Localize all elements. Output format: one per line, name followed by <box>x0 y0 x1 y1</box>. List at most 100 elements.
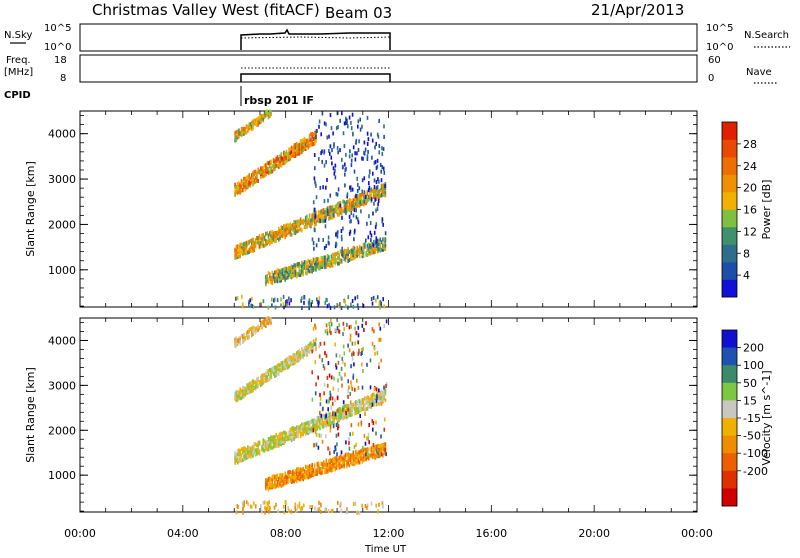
data-cell <box>327 446 329 451</box>
data-cell <box>293 220 295 225</box>
data-cell <box>355 250 357 255</box>
data-cell <box>279 477 281 482</box>
data-cell <box>328 462 330 467</box>
data-cell <box>307 424 310 429</box>
data-cell <box>288 430 290 435</box>
data-cell <box>274 435 276 440</box>
data-cell <box>361 250 364 255</box>
data-cell <box>362 445 364 450</box>
data-cell <box>235 296 237 301</box>
data-cell <box>308 424 311 429</box>
data-cell <box>275 231 277 235</box>
data-cell <box>338 323 341 328</box>
data-cell <box>321 111 324 116</box>
data-cell <box>362 253 365 258</box>
data-cell <box>242 249 244 254</box>
data-cell <box>294 154 297 158</box>
data-cell <box>367 402 369 407</box>
data-cell <box>356 400 359 405</box>
data-cell <box>267 305 270 310</box>
data-cell <box>283 274 285 279</box>
data-cell <box>265 481 267 486</box>
data-cell <box>304 225 307 230</box>
data-cell <box>292 227 294 232</box>
data-cell <box>270 237 272 242</box>
data-cell <box>311 349 313 354</box>
data-cell <box>238 128 240 133</box>
data-cell <box>265 371 267 376</box>
data-cell <box>289 269 292 274</box>
data-cell <box>321 414 324 419</box>
data-cell <box>319 414 321 419</box>
data-cell <box>330 155 333 160</box>
data-cell <box>357 148 360 152</box>
data-cell <box>262 500 265 505</box>
data-cell <box>323 391 325 396</box>
data-cell <box>378 301 381 306</box>
data-cell <box>281 473 284 478</box>
data-cell <box>329 259 331 264</box>
data-cell <box>235 189 238 194</box>
data-cell <box>348 201 351 206</box>
data-cell <box>253 326 256 331</box>
data-cell <box>298 472 301 477</box>
nsky-label: N.Sky <box>4 30 32 41</box>
data-cell <box>370 197 373 202</box>
data-cell <box>315 337 317 342</box>
data-cell <box>311 269 313 274</box>
data-cell <box>382 247 384 252</box>
data-cell <box>374 445 376 449</box>
data-cell <box>351 453 353 458</box>
data-cell <box>352 405 355 410</box>
data-cell <box>373 387 376 391</box>
data-cell <box>380 401 383 406</box>
data-cell <box>344 258 347 263</box>
data-cell <box>307 470 310 475</box>
data-cell <box>374 160 377 164</box>
data-cell <box>295 226 298 231</box>
data-cell <box>257 383 259 388</box>
data-cell <box>279 438 281 443</box>
data-cell <box>245 391 248 396</box>
data-cell <box>378 337 380 342</box>
data-cell <box>252 122 254 127</box>
data-cell <box>284 224 286 229</box>
data-cell <box>361 362 363 367</box>
data-cell <box>303 346 306 351</box>
data-cell <box>338 212 340 217</box>
data-cell <box>308 259 311 264</box>
data-cell <box>272 277 275 282</box>
data-cell <box>275 477 277 481</box>
colorbar-tick-label: 4 <box>743 269 750 282</box>
data-cell <box>315 263 317 268</box>
data-cell <box>369 397 371 402</box>
data-cell <box>375 192 378 197</box>
data-cell <box>355 138 358 143</box>
data-cell <box>235 138 238 142</box>
data-cell <box>304 215 307 220</box>
data-cell <box>293 270 295 275</box>
data-cell <box>316 215 319 219</box>
data-cell <box>322 210 325 215</box>
data-cell <box>313 443 316 448</box>
data-cell <box>287 357 289 361</box>
data-cell <box>360 420 363 425</box>
data-cell <box>375 197 378 201</box>
data-cell <box>362 452 365 457</box>
data-cell <box>274 440 276 445</box>
data-cell <box>252 126 254 131</box>
data-cell <box>374 188 376 193</box>
data-cell <box>285 364 288 369</box>
data-cell <box>263 114 266 119</box>
data-cell <box>357 325 360 330</box>
data-cell <box>311 217 313 222</box>
data-cell <box>239 183 241 188</box>
data-cell <box>279 434 281 439</box>
data-cell <box>290 264 293 269</box>
data-cell <box>252 246 254 251</box>
data-cell <box>344 455 347 459</box>
data-cell <box>327 361 330 366</box>
data-cell <box>298 151 301 156</box>
data-cell <box>296 271 298 276</box>
data-cell <box>247 175 249 179</box>
